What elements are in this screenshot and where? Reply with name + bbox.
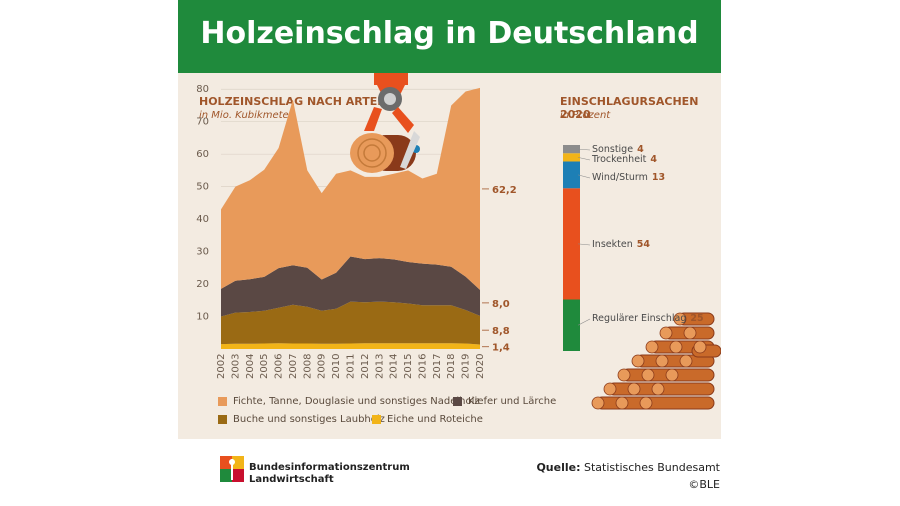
- page-title: Holzeinschlag in Deutschland: [200, 16, 699, 51]
- y-tick-label: 10: [196, 312, 209, 323]
- area-chart-subtitle: in Mio. Kubikmeter: [199, 110, 293, 121]
- end-value-label: 1,4: [492, 343, 510, 354]
- y-tick-label: 30: [196, 247, 209, 258]
- y-tick-label: 50: [196, 182, 209, 193]
- area-series-1: [221, 301, 480, 345]
- cause-label: Trockenheit 4: [592, 154, 657, 165]
- x-tick-label: 2008: [302, 354, 313, 379]
- area-series-2: [221, 256, 480, 317]
- cause-value: 13: [651, 172, 666, 183]
- cause-leader-line: [577, 318, 591, 326]
- cause-value: 54: [636, 239, 650, 250]
- legend-label-kiefer: Kiefer und Lärche: [468, 396, 557, 407]
- x-tick-label: 2012: [360, 354, 371, 379]
- x-tick-label: 2013: [374, 354, 385, 379]
- x-tick-label: 2016: [417, 354, 428, 379]
- bar-chart-subtitle: in Prozent: [560, 110, 611, 121]
- legend-swatch-eiche: [372, 415, 381, 424]
- x-tick-label: 2006: [274, 354, 285, 379]
- cause-bar-segment: [563, 153, 580, 162]
- axis-layer: 10 20 30 40 50 60 70 80 2002 2003 2004 2005 2006 2007…: [196, 84, 486, 379]
- cause-leader-line: [577, 157, 591, 161]
- end-label-layer: 62,2 8,0 8,8 1,4: [482, 185, 517, 354]
- cause-bar-segment: [563, 145, 580, 154]
- cause-value: 4: [650, 154, 658, 165]
- cause-bar-segment: [563, 299, 580, 351]
- header-banner: Holzeinschlag in Deutschland: [178, 0, 721, 73]
- copyright: ©BLE: [688, 478, 720, 491]
- cause-label: Insekten 54: [592, 239, 650, 250]
- cause-leader-line: [577, 174, 591, 179]
- x-tick-label: 2005: [259, 354, 270, 379]
- cause-label: Regulärer Einschlag 25: [592, 313, 704, 324]
- x-tick-label: 2003: [230, 354, 241, 379]
- legend-swatch-kiefer: [453, 397, 462, 406]
- logo-line-2: Landwirtschaft: [249, 474, 334, 485]
- bar-chart-title: EINSCHLAGURSACHEN 2020: [560, 95, 699, 121]
- timber-decoration: [350, 73, 721, 410]
- cause-name: Insekten: [592, 239, 633, 250]
- source-label: Quelle:: [536, 461, 581, 474]
- legend-swatch-buche: [218, 415, 227, 424]
- cause-label: Sonstige 4: [592, 144, 644, 155]
- x-tick-label: 2017: [432, 354, 443, 379]
- y-tick-label: 20: [196, 279, 209, 290]
- x-tick-label: 2010: [331, 354, 342, 379]
- legend-item-fichte: Fichte, Tanne, Douglasie und sonstiges N…: [218, 396, 480, 407]
- cause-leader-line: [577, 148, 591, 151]
- x-tick-label: 2004: [245, 354, 256, 379]
- legend-item-kiefer: Kiefer und Lärche: [453, 396, 556, 407]
- legend-swatch-fichte: [218, 397, 227, 406]
- end-value-label: 62,2: [492, 185, 517, 196]
- x-tick-label: 2015: [403, 354, 414, 379]
- legend-label-eiche: Eiche und Roteiche: [387, 414, 483, 425]
- y-tick-label: 80: [196, 84, 209, 95]
- legend-item-buche: Buche und sonstiges Laubholz: [218, 414, 385, 425]
- chart-canvas: 10 20 30 40 50 60 70 80 2002 2003 2004 2005 2006 2007…: [196, 73, 721, 410]
- cause-value: 4: [637, 144, 644, 155]
- x-tick-label: 2007: [288, 354, 299, 379]
- cause-value: 25: [690, 313, 704, 324]
- x-tick-label: 2020: [475, 354, 486, 379]
- cause-bar-segment: [563, 161, 580, 189]
- x-tick-label: 2011: [346, 354, 357, 379]
- legend-item-eiche: Eiche und Roteiche: [372, 414, 483, 425]
- legend-label-fichte: Fichte, Tanne, Douglasie und sonstiges N…: [233, 396, 480, 407]
- cause-label: Wind/Sturm 13: [592, 172, 665, 183]
- cause-name: Sonstige: [592, 144, 634, 155]
- cause-name: Wind/Sturm: [592, 172, 648, 183]
- cause-name: Trockenheit: [592, 154, 647, 165]
- source-note: Quelle: Statistisches Bundesamt ©BLE: [536, 459, 720, 493]
- x-tick-label: 2009: [317, 354, 328, 379]
- area-series-3: [221, 87, 480, 290]
- cause-name: Regulärer Einschlag: [592, 313, 687, 324]
- area-layer: [221, 87, 480, 349]
- infographic-panel: HOLZEINSCHLAG NACH ARTEN in Mio. Kubikme…: [178, 73, 721, 439]
- end-value-label: 8,8: [492, 326, 510, 337]
- logo-line-1: Bundesinformationszentrum: [249, 462, 410, 473]
- y-tick-label: 40: [196, 214, 209, 225]
- cause-bar-layer: [563, 145, 591, 351]
- area-series-0: [221, 343, 480, 349]
- source-value: Statistisches Bundesamt: [584, 461, 720, 474]
- end-value-label: 8,0: [492, 299, 510, 310]
- x-tick-label: 2018: [446, 354, 457, 379]
- y-tick-label: 70: [196, 117, 209, 128]
- cause-leader-line: [577, 243, 591, 246]
- x-tick-label: 2019: [461, 354, 472, 379]
- y-tick-label: 60: [196, 149, 209, 160]
- x-tick-label: 2014: [389, 354, 400, 379]
- cause-bar-segment: [563, 188, 580, 300]
- ble-logo-icon: [220, 456, 244, 482]
- x-tick-label: 2002: [216, 354, 227, 379]
- logo-text: Bundesinformationszentrum Landwirtschaft: [249, 462, 410, 486]
- legend-label-buche: Buche und sonstiges Laubholz: [233, 414, 385, 425]
